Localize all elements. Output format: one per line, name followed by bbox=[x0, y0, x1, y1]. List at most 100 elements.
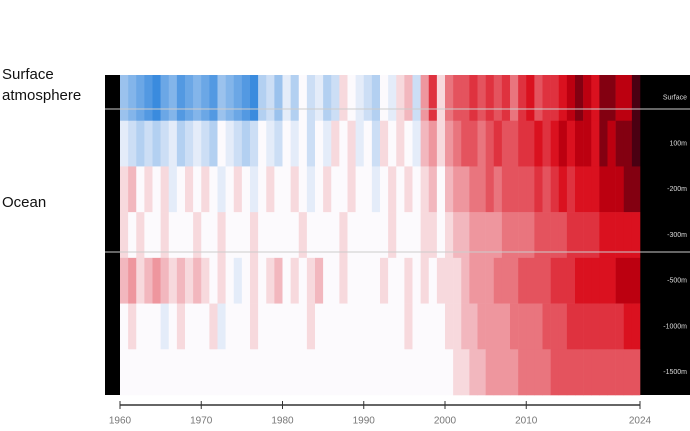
heat-cell bbox=[388, 212, 397, 259]
heat-cell bbox=[583, 349, 592, 396]
heat-cell bbox=[282, 303, 291, 350]
heat-cell bbox=[201, 166, 210, 213]
heat-cell bbox=[396, 212, 405, 259]
heat-cell bbox=[591, 303, 600, 350]
heat-cell bbox=[347, 212, 356, 259]
heat-cell bbox=[461, 257, 470, 304]
row-label: -300m bbox=[667, 232, 687, 239]
heat-cell bbox=[591, 257, 600, 304]
heat-cell bbox=[380, 257, 389, 304]
heat-cell bbox=[290, 212, 300, 259]
heat-cell bbox=[355, 257, 365, 304]
heat-cell bbox=[583, 75, 592, 122]
heat-cell bbox=[477, 120, 486, 167]
heat-cell bbox=[453, 303, 462, 350]
heat-cell bbox=[583, 120, 592, 167]
heat-cell bbox=[469, 120, 478, 167]
heat-cell bbox=[250, 166, 259, 213]
heat-cell bbox=[510, 166, 519, 213]
heat-cell bbox=[623, 349, 633, 396]
heat-cell bbox=[615, 120, 625, 167]
heat-cell bbox=[380, 303, 389, 350]
heat-cell bbox=[485, 166, 495, 213]
heat-cell bbox=[583, 303, 592, 350]
heat-cell bbox=[250, 257, 259, 304]
heat-cell bbox=[217, 303, 226, 350]
heat-cell bbox=[331, 212, 340, 259]
heat-cell bbox=[282, 166, 291, 213]
heat-cell bbox=[550, 349, 560, 396]
heat-cell bbox=[371, 166, 381, 213]
heat-cell bbox=[436, 120, 446, 167]
heat-cell bbox=[485, 349, 495, 396]
heat-cell bbox=[501, 349, 511, 396]
row-label: Surface bbox=[663, 95, 687, 102]
heat-cell bbox=[388, 75, 397, 122]
heat-cell bbox=[266, 349, 275, 396]
heat-cell bbox=[306, 120, 316, 167]
heat-cell bbox=[623, 166, 633, 213]
heat-cell bbox=[331, 166, 340, 213]
heat-cell bbox=[412, 303, 421, 350]
heat-cell bbox=[412, 120, 421, 167]
heat-cell bbox=[209, 75, 218, 122]
heat-cell bbox=[347, 166, 356, 213]
heat-cell bbox=[120, 120, 129, 167]
heat-cell bbox=[185, 349, 194, 396]
row-label: 100m bbox=[669, 140, 687, 147]
x-tick-label: 1970 bbox=[190, 416, 213, 427]
heat-cell bbox=[217, 75, 226, 122]
heat-cell bbox=[501, 75, 511, 122]
heat-cell bbox=[526, 212, 535, 259]
heat-cell bbox=[631, 349, 641, 396]
heat-cell bbox=[469, 212, 478, 259]
heat-cell bbox=[380, 120, 389, 167]
heat-cell bbox=[396, 349, 405, 396]
heat-cell bbox=[445, 303, 454, 350]
heat-cell bbox=[566, 257, 576, 304]
heat-cell bbox=[404, 349, 413, 396]
heat-cell bbox=[266, 257, 275, 304]
heat-cell bbox=[298, 303, 308, 350]
heat-cell bbox=[298, 257, 308, 304]
heat-cell bbox=[428, 212, 438, 259]
heat-cell bbox=[290, 75, 300, 122]
heat-cell bbox=[445, 257, 454, 304]
heat-cell bbox=[201, 75, 210, 122]
heat-cell bbox=[290, 303, 300, 350]
heat-cell bbox=[453, 120, 462, 167]
heat-cell bbox=[453, 166, 462, 213]
heat-cell bbox=[258, 212, 267, 259]
heat-cell bbox=[225, 75, 235, 122]
heat-cell bbox=[534, 303, 543, 350]
heat-cell bbox=[347, 120, 356, 167]
heat-cell bbox=[542, 166, 551, 213]
heat-cell bbox=[298, 166, 308, 213]
heat-cell bbox=[176, 212, 186, 259]
heat-cell bbox=[371, 212, 381, 259]
heat-cell bbox=[331, 75, 340, 122]
heat-cell bbox=[493, 120, 503, 167]
heat-cell bbox=[631, 303, 641, 350]
heat-cell bbox=[266, 75, 275, 122]
heat-cell bbox=[339, 166, 348, 213]
heat-cell bbox=[160, 166, 170, 213]
heat-cell bbox=[250, 349, 259, 396]
heat-cell bbox=[566, 212, 576, 259]
heat-cell bbox=[201, 303, 210, 350]
heat-cell bbox=[615, 303, 625, 350]
heat-cell bbox=[453, 75, 462, 122]
right-panel bbox=[640, 75, 690, 395]
heat-cell bbox=[128, 303, 137, 350]
heat-cell bbox=[534, 120, 543, 167]
heat-cell bbox=[258, 120, 267, 167]
heat-cell bbox=[428, 349, 438, 396]
heat-cell bbox=[282, 120, 291, 167]
heat-cell bbox=[168, 166, 178, 213]
heat-cell bbox=[615, 166, 625, 213]
heat-cell bbox=[282, 75, 291, 122]
heat-cell bbox=[623, 212, 633, 259]
heat-cell bbox=[258, 166, 267, 213]
heat-cell bbox=[347, 257, 356, 304]
